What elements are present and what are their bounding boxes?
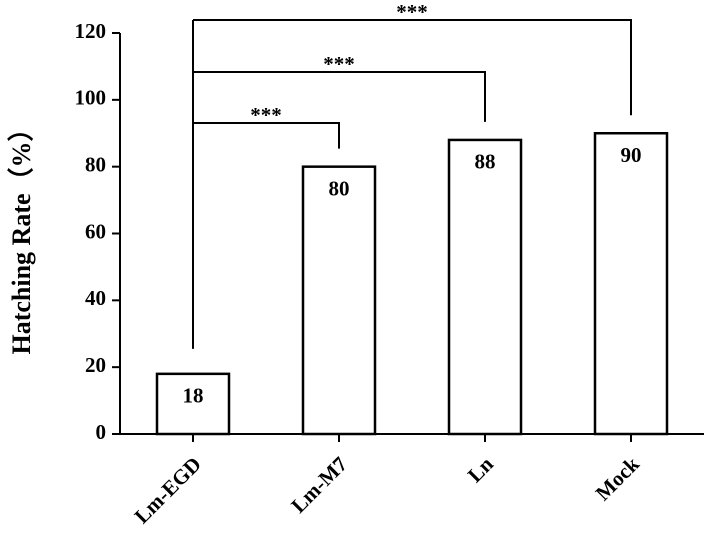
significance-bracket: [193, 122, 340, 149]
y-tick-label: 60: [85, 219, 106, 243]
significance-bracket: [193, 71, 486, 122]
x-tick-label: Lm-M7: [286, 452, 352, 518]
y-tick-label: 120: [75, 19, 107, 43]
value-label: 90: [621, 143, 642, 167]
significance-label: ***: [323, 52, 355, 76]
y-tick-label: 20: [85, 353, 106, 377]
significance-label: ***: [396, 0, 428, 24]
y-tick-label: 100: [75, 86, 107, 110]
bar: [593, 132, 669, 436]
x-tick-label: Mock: [591, 452, 644, 505]
x-tick-label: Lm-EGD: [130, 452, 206, 528]
value-label: 18: [183, 384, 204, 408]
value-label: 80: [329, 176, 350, 200]
bar: [301, 165, 377, 436]
significance-bracket: [193, 19, 632, 116]
y-tick-label: 40: [85, 286, 106, 310]
y-tick-label: 80: [85, 152, 106, 176]
significance-label: ***: [250, 103, 282, 127]
value-label: 88: [475, 150, 496, 174]
y-axis-label: Hatching Rate（%）: [7, 115, 36, 354]
x-tick-label: Ln: [463, 452, 498, 487]
bar: [447, 138, 523, 436]
y-tick-label: 0: [96, 420, 107, 444]
bar: [155, 372, 231, 436]
